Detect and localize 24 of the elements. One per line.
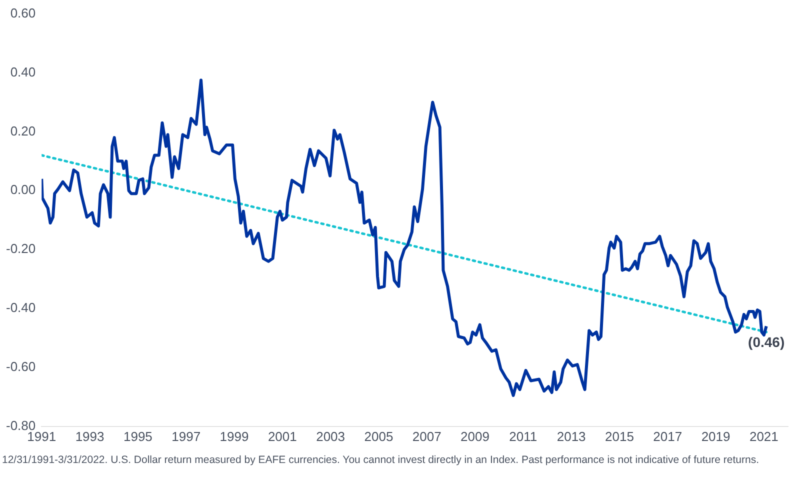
x-tick-label: 2007 xyxy=(412,428,442,444)
annotation: (0.46) xyxy=(748,334,785,350)
y-tick-label: 0.60 xyxy=(10,5,36,20)
x-tick-label: 2005 xyxy=(364,428,394,444)
y-tick-label: 0.40 xyxy=(10,64,36,80)
y-tick-label: -0.40 xyxy=(6,300,36,316)
y-tick-label: 0.00 xyxy=(10,182,36,198)
x-tick-label: 1999 xyxy=(220,428,249,444)
y-tick-label: -0.60 xyxy=(6,359,36,374)
y-tick-label: 0.20 xyxy=(10,123,36,138)
x-tick-label: 2021 xyxy=(749,428,778,444)
x-tick-label: 2003 xyxy=(316,428,346,444)
x-tick-label: 2015 xyxy=(605,428,634,444)
x-tick-label: 2009 xyxy=(460,428,490,444)
text: 12/31/1991-3/31/2022. U.S. Dollar return measured by EAFE currencies. You cannot invest directly in an Index. Past performance is not indicative of future returns. xyxy=(1,453,760,467)
y-tick-label: -0.20 xyxy=(6,241,36,256)
x-tick-label: 1995 xyxy=(123,428,152,444)
x-tick-label: 2011 xyxy=(509,428,538,444)
x-tick-label: 2001 xyxy=(268,428,297,444)
x-tick-label: 1997 xyxy=(172,428,201,444)
x-tick-label: 2013 xyxy=(556,428,586,444)
x-tick-label: 1993 xyxy=(75,428,104,444)
x-tick-label: 2017 xyxy=(653,428,682,444)
x-tick-label: 2019 xyxy=(701,428,730,444)
